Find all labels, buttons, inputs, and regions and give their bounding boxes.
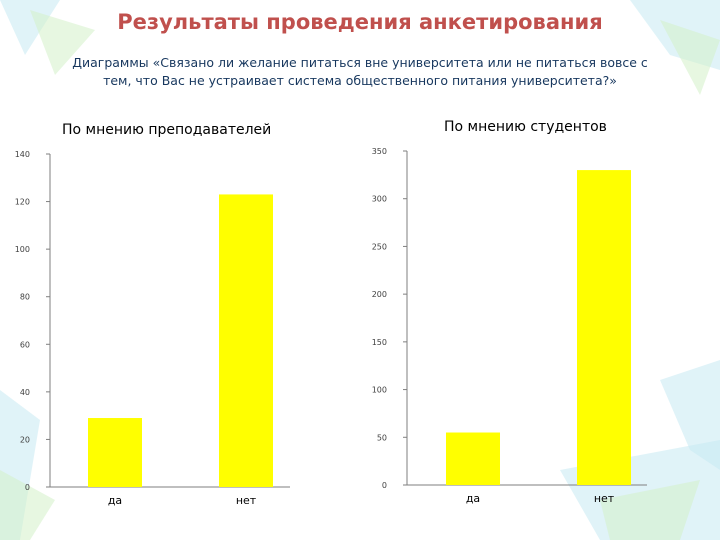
students-y-tick-label: 300 xyxy=(372,195,387,204)
teachers-x-tick-label: нет xyxy=(236,494,257,507)
students-y-tick-label: 250 xyxy=(372,242,387,251)
decor-shape xyxy=(660,20,720,95)
students-y-tick-label: 50 xyxy=(377,433,387,442)
students-x-tick-label: нет xyxy=(594,492,615,505)
students-y-tick-label: 350 xyxy=(372,147,387,156)
teachers-y-tick-label: 120 xyxy=(15,198,30,207)
decor-shape xyxy=(0,0,60,55)
teachers-bar-yes xyxy=(88,418,142,487)
teachers-y-tick-label: 0 xyxy=(25,483,30,492)
teachers-x-tick-label: да xyxy=(108,494,122,507)
chart-teachers-title: По мнению преподавателей xyxy=(62,122,272,138)
teachers-y-tick-label: 80 xyxy=(20,293,30,302)
students-y-tick-label: 200 xyxy=(372,290,387,299)
students-bar-yes xyxy=(446,432,500,485)
teachers-y-tick-label: 20 xyxy=(20,435,30,444)
chart-students-title: По мнению студентов xyxy=(444,119,607,135)
students-x-tick-label: да xyxy=(466,492,480,505)
teachers-y-tick-label: 100 xyxy=(15,245,30,254)
teachers-y-tick-label: 40 xyxy=(20,388,30,397)
decor-shape xyxy=(30,10,95,75)
teachers-y-tick-label: 140 xyxy=(15,150,30,159)
students-bar-no xyxy=(577,170,631,486)
decor-shape xyxy=(600,480,700,540)
teachers-bar-no xyxy=(219,194,273,487)
subtitle-line-2: тем, что Вас не устраивает система общес… xyxy=(103,73,617,88)
students-y-tick-label: 0 xyxy=(382,481,387,490)
students-y-tick-label: 100 xyxy=(372,386,387,395)
decor-shape xyxy=(660,360,720,470)
students-y-tick-label: 150 xyxy=(372,338,387,347)
decor-shape xyxy=(0,470,55,540)
subtitle-line-1: Диаграммы «Связано ли желание питаться в… xyxy=(72,55,648,70)
slide-title: Результаты проведения анкетирования xyxy=(117,10,603,34)
slide-subtitle: Диаграммы «Связано ли желание питаться в… xyxy=(20,54,700,90)
teachers-y-tick-label: 60 xyxy=(20,340,30,349)
